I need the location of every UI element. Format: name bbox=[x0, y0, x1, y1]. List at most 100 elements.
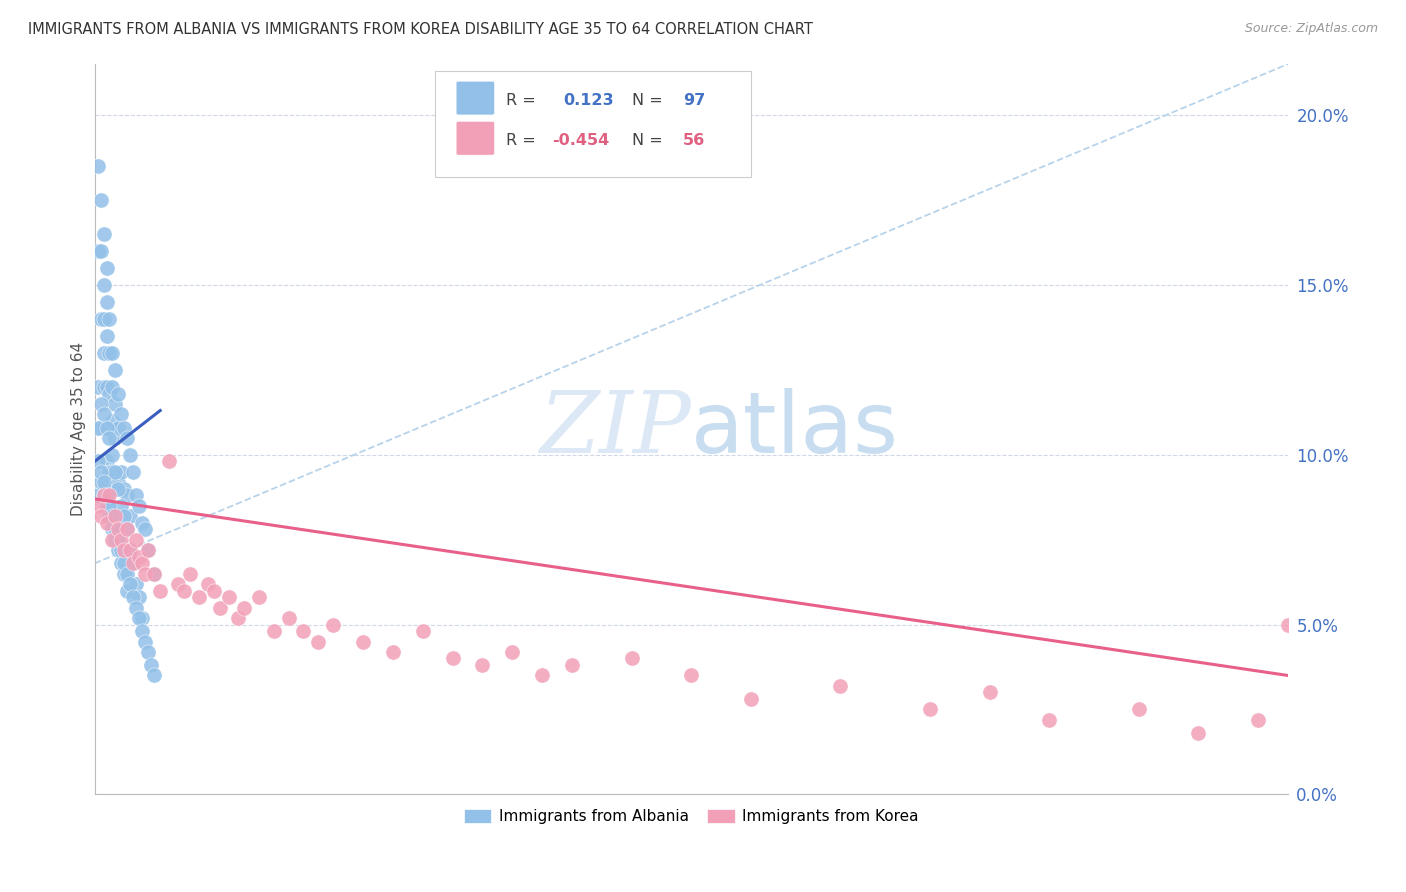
Point bbox=[98, 420, 121, 434]
Point bbox=[218, 591, 240, 605]
Point bbox=[173, 583, 195, 598]
Point bbox=[96, 516, 118, 530]
Point bbox=[208, 600, 231, 615]
Point bbox=[101, 465, 124, 479]
Point bbox=[104, 465, 127, 479]
Point bbox=[96, 420, 118, 434]
Point bbox=[232, 600, 254, 615]
Point bbox=[98, 499, 121, 513]
Point bbox=[307, 634, 329, 648]
Point bbox=[96, 328, 118, 343]
Point bbox=[143, 566, 166, 581]
Point bbox=[93, 488, 115, 502]
Point bbox=[110, 465, 132, 479]
Point bbox=[197, 576, 219, 591]
Point bbox=[143, 566, 166, 581]
Point bbox=[120, 448, 142, 462]
Point bbox=[117, 488, 139, 502]
Point bbox=[96, 488, 118, 502]
Point bbox=[247, 591, 270, 605]
Point bbox=[86, 244, 108, 258]
Point bbox=[107, 475, 129, 489]
Point bbox=[90, 244, 112, 258]
Text: N =: N = bbox=[631, 133, 662, 148]
Point bbox=[277, 611, 299, 625]
Point bbox=[134, 566, 156, 581]
Text: R =: R = bbox=[506, 133, 536, 148]
Text: atlas: atlas bbox=[692, 388, 900, 471]
Point bbox=[110, 542, 132, 557]
Point bbox=[122, 557, 145, 571]
Point bbox=[128, 499, 150, 513]
Point bbox=[104, 523, 127, 537]
Point bbox=[86, 420, 108, 434]
Point bbox=[117, 523, 139, 537]
Point bbox=[134, 634, 156, 648]
Point bbox=[117, 566, 139, 581]
Point bbox=[104, 533, 127, 547]
FancyBboxPatch shape bbox=[456, 81, 495, 115]
Point bbox=[90, 311, 112, 326]
Point bbox=[96, 260, 118, 275]
Point bbox=[134, 523, 156, 537]
Text: ZIP: ZIP bbox=[540, 388, 692, 471]
Y-axis label: Disability Age 35 to 64: Disability Age 35 to 64 bbox=[72, 343, 86, 516]
Point bbox=[96, 294, 118, 309]
Point bbox=[681, 668, 703, 682]
Point bbox=[112, 566, 135, 581]
Point bbox=[112, 557, 135, 571]
Point bbox=[98, 465, 121, 479]
Point bbox=[93, 475, 115, 489]
Point bbox=[131, 624, 153, 639]
Point bbox=[117, 523, 139, 537]
Point bbox=[86, 159, 108, 173]
Point bbox=[352, 634, 374, 648]
Point bbox=[90, 397, 112, 411]
Point bbox=[136, 645, 159, 659]
Point bbox=[101, 533, 124, 547]
Point bbox=[128, 591, 150, 605]
Point bbox=[110, 557, 132, 571]
Point bbox=[112, 508, 135, 523]
Point bbox=[107, 533, 129, 547]
Point bbox=[149, 583, 172, 598]
Point bbox=[104, 397, 127, 411]
Point bbox=[179, 566, 201, 581]
Point bbox=[561, 658, 583, 673]
Point bbox=[830, 679, 852, 693]
Text: -0.454: -0.454 bbox=[551, 133, 609, 148]
Point bbox=[120, 508, 142, 523]
Point bbox=[98, 386, 121, 401]
Text: Source: ZipAtlas.com: Source: ZipAtlas.com bbox=[1244, 22, 1378, 36]
Point bbox=[96, 454, 118, 468]
Point bbox=[120, 542, 142, 557]
Point bbox=[188, 591, 211, 605]
Point bbox=[93, 277, 115, 292]
Point bbox=[131, 611, 153, 625]
Point bbox=[93, 380, 115, 394]
Point bbox=[226, 611, 249, 625]
Point bbox=[93, 407, 115, 421]
Point bbox=[167, 576, 190, 591]
Point bbox=[96, 380, 118, 394]
Point bbox=[1187, 726, 1209, 740]
Point bbox=[412, 624, 434, 639]
Point bbox=[104, 508, 127, 523]
Point bbox=[122, 557, 145, 571]
Point bbox=[107, 420, 129, 434]
Point bbox=[98, 488, 121, 502]
Point bbox=[98, 311, 121, 326]
Point bbox=[141, 658, 163, 673]
FancyBboxPatch shape bbox=[434, 71, 751, 178]
Point bbox=[381, 645, 404, 659]
Point bbox=[117, 583, 139, 598]
Point bbox=[110, 499, 132, 513]
Point bbox=[93, 420, 115, 434]
Point bbox=[101, 448, 124, 462]
Point bbox=[740, 692, 762, 706]
Point bbox=[263, 624, 285, 639]
Point bbox=[93, 227, 115, 241]
Point bbox=[104, 363, 127, 377]
Point bbox=[117, 431, 139, 445]
Point bbox=[101, 414, 124, 428]
